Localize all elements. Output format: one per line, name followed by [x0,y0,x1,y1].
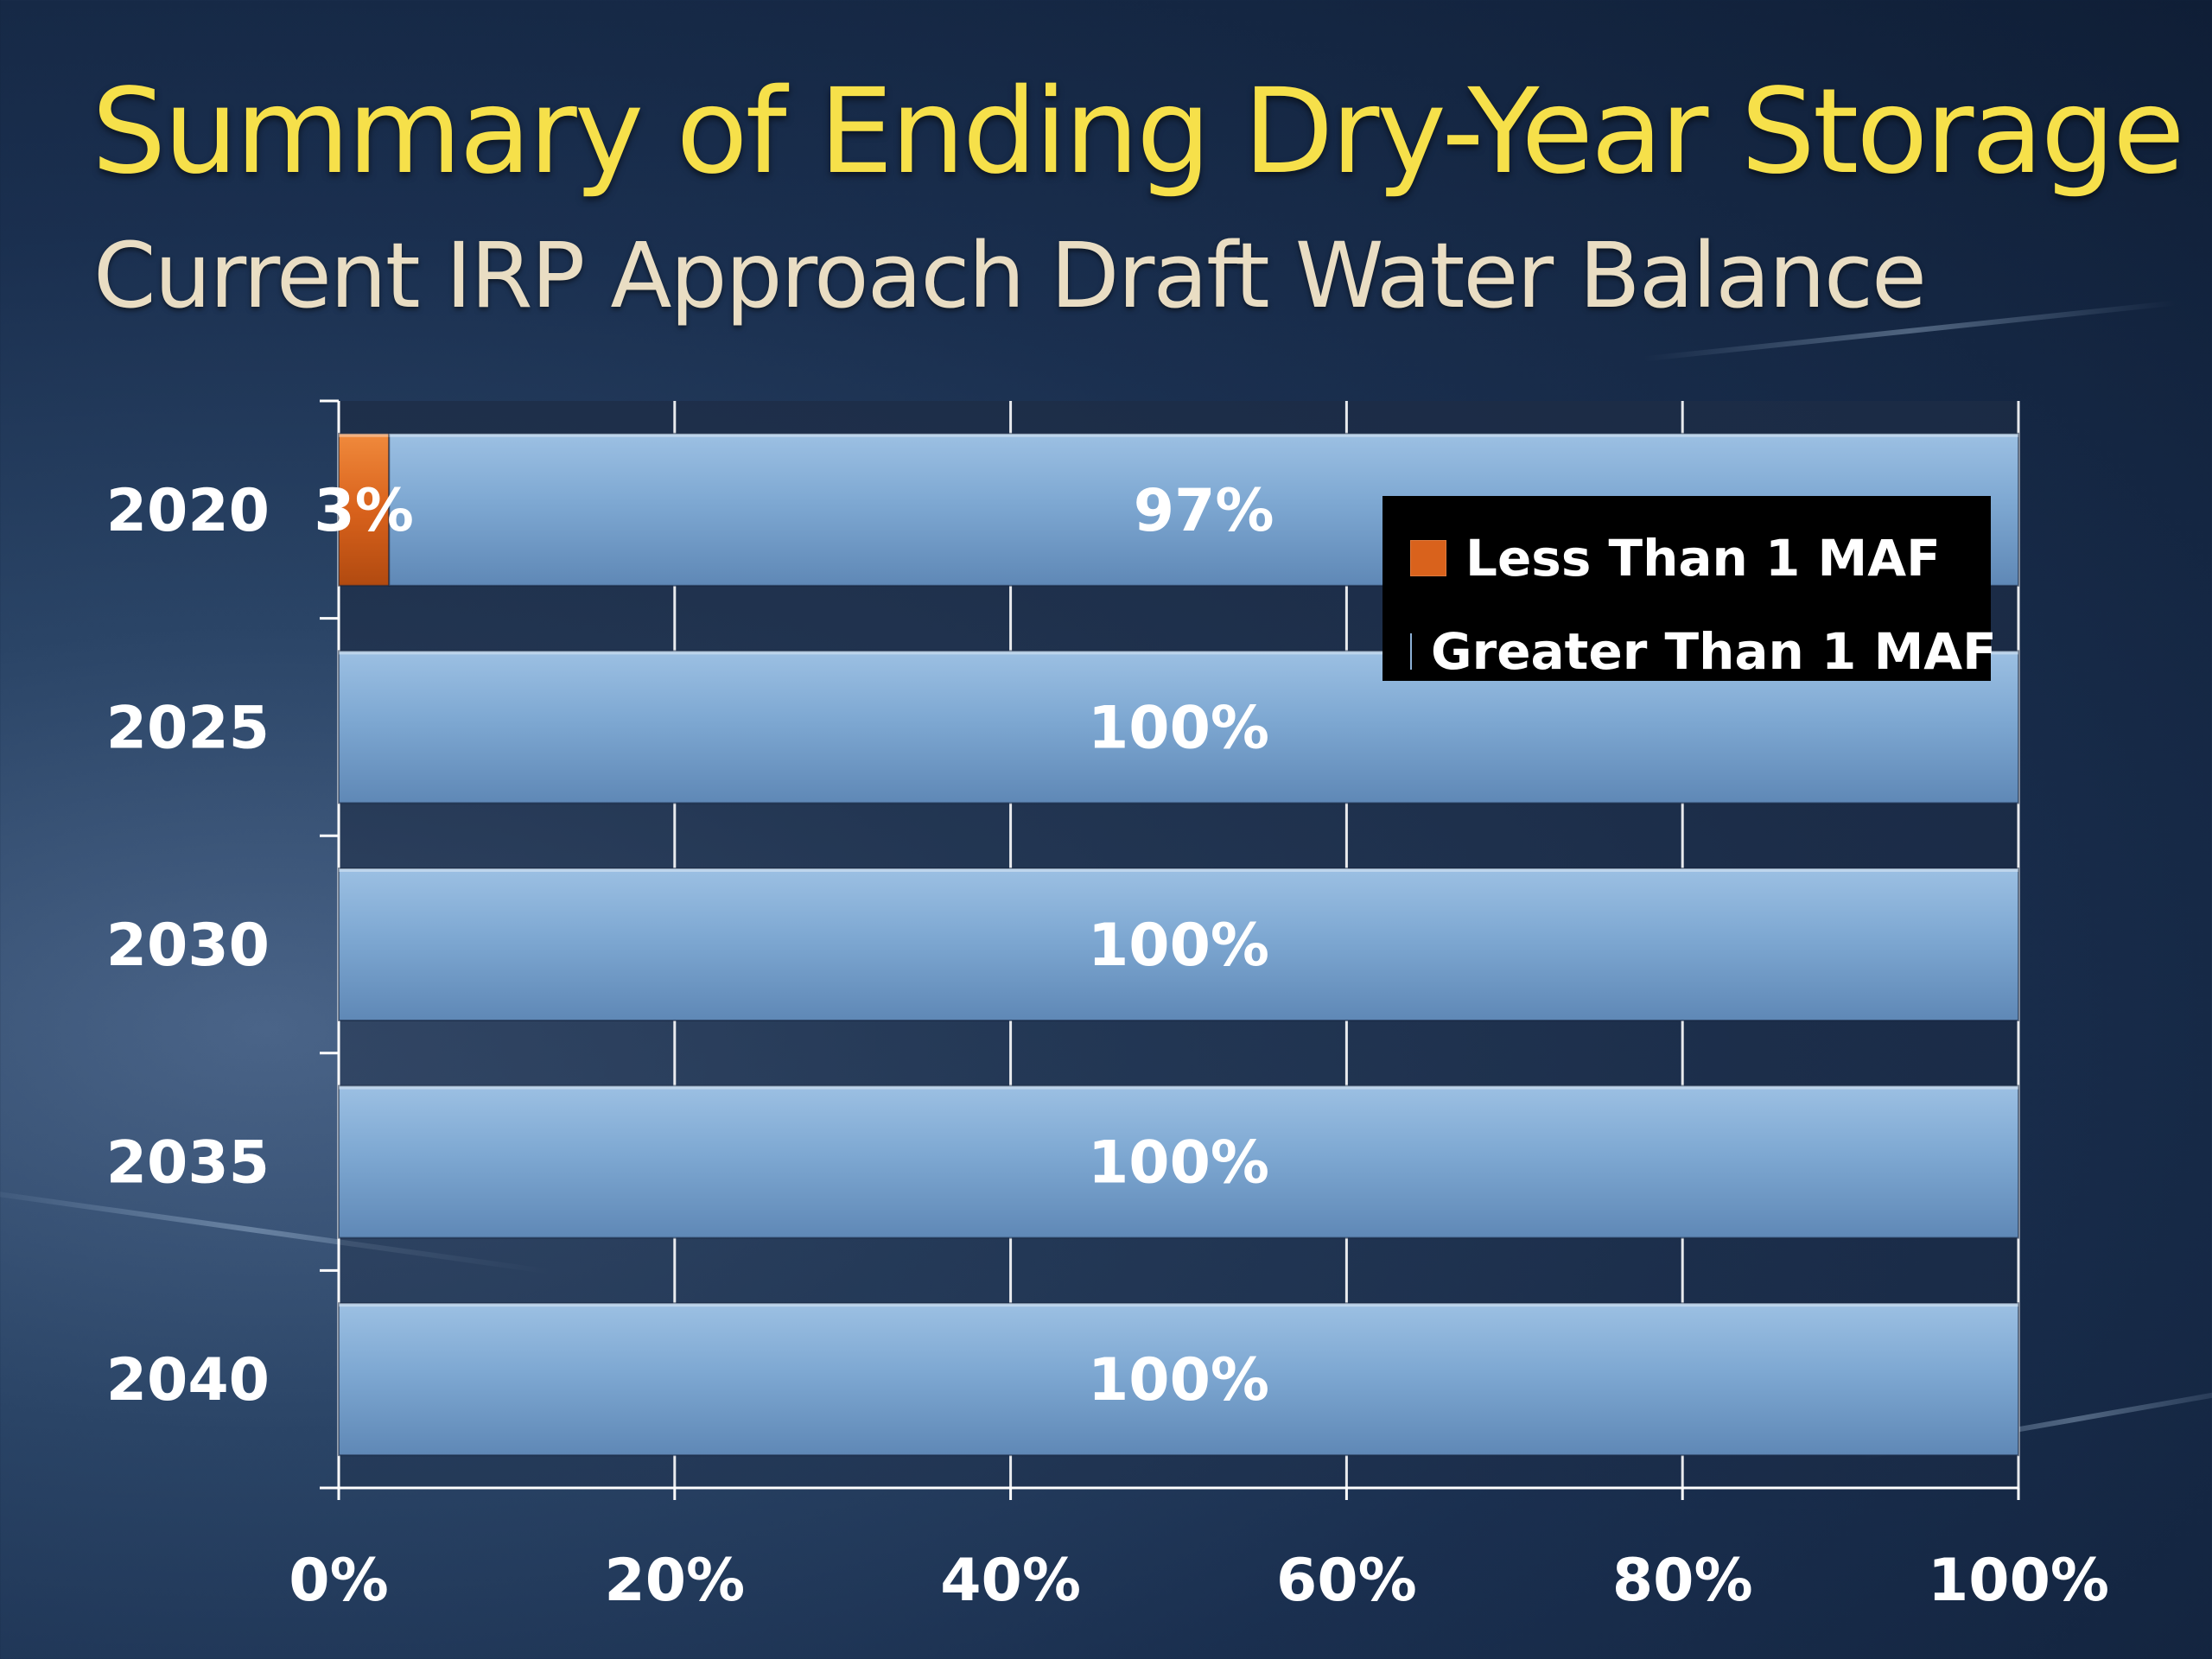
legend-item-less: Less Than 1 MAF [1410,512,1991,605]
slide-title: Summary of Ending Dry-Year Storage [92,64,2185,200]
data-label: 100% [1088,1346,1269,1414]
data-label: 100% [1088,694,1269,762]
x-tick-label: 20% [604,1547,745,1615]
bar-highlight [389,433,2018,437]
bar-segment [338,432,391,587]
bar-segment [338,1302,2019,1457]
category-label: 2040 [106,1346,270,1414]
data-label: 97% [1134,477,1274,545]
legend-swatch-blue [1410,633,1412,670]
x-tick-label: 0% [289,1547,388,1615]
data-label: 3% [314,477,413,545]
legend-item-greater: Greater Than 1 MAF [1410,605,1997,698]
bar-highlight [339,868,2018,872]
bar-segment [338,868,2019,1021]
category-label: 2030 [106,912,270,980]
data-label: 100% [1088,912,1269,980]
x-tick-label: 40% [940,1547,1081,1615]
bar-highlight [339,651,2018,655]
category-label: 2025 [106,694,270,762]
legend-label: Greater Than 1 MAF [1431,622,1997,681]
bar-highlight [339,1303,2018,1307]
bar-highlight [339,1085,2018,1090]
bar-segment [338,1084,2019,1239]
legend-swatch-orange [1410,540,1446,576]
bar-highlight [339,433,390,437]
category-label: 2035 [106,1129,270,1198]
x-tick-label: 100% [1928,1547,2109,1615]
bars [338,432,2020,1457]
x-tick-label: 80% [1612,1547,1753,1615]
x-tick-label: 60% [1276,1547,1417,1615]
data-label: 100% [1088,1129,1269,1198]
legend-label: Less Than 1 MAF [1465,529,1941,588]
legend: Less Than 1 MAF Greater Than 1 MAF [1382,496,1997,681]
labels: 0% 20% 40% 60% 80% 100% 2020 3% 97% 2025 100% 2030 1… [106,477,2109,1615]
category-label: 2020 [106,477,270,545]
slide-subtitle: Current IRP Approach Draft Water Balance [93,223,1927,328]
